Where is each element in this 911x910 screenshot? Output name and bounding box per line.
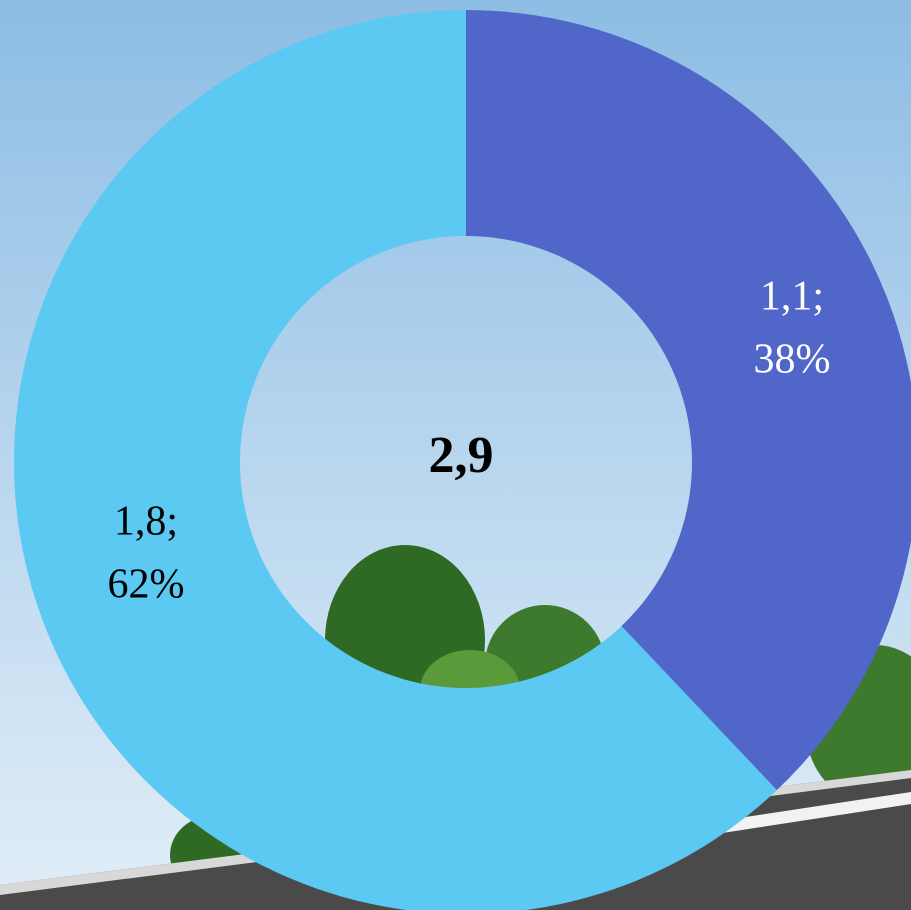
center-total-value: 2,9 xyxy=(429,427,494,484)
slice-2-value-label: 1,8; xyxy=(114,499,178,545)
slice-2-percent-label: 62% xyxy=(108,562,185,608)
slice-label-1: 1,1; 38% xyxy=(754,274,831,383)
slice-1-percent-label: 38% xyxy=(754,337,831,383)
donut-slice-2 xyxy=(14,10,777,910)
slice-1-value-label: 1,1; xyxy=(760,274,824,320)
donut-slice-1 xyxy=(466,10,911,791)
slice-label-2: 1,8; 62% xyxy=(108,499,185,608)
donut-chart xyxy=(14,10,911,910)
